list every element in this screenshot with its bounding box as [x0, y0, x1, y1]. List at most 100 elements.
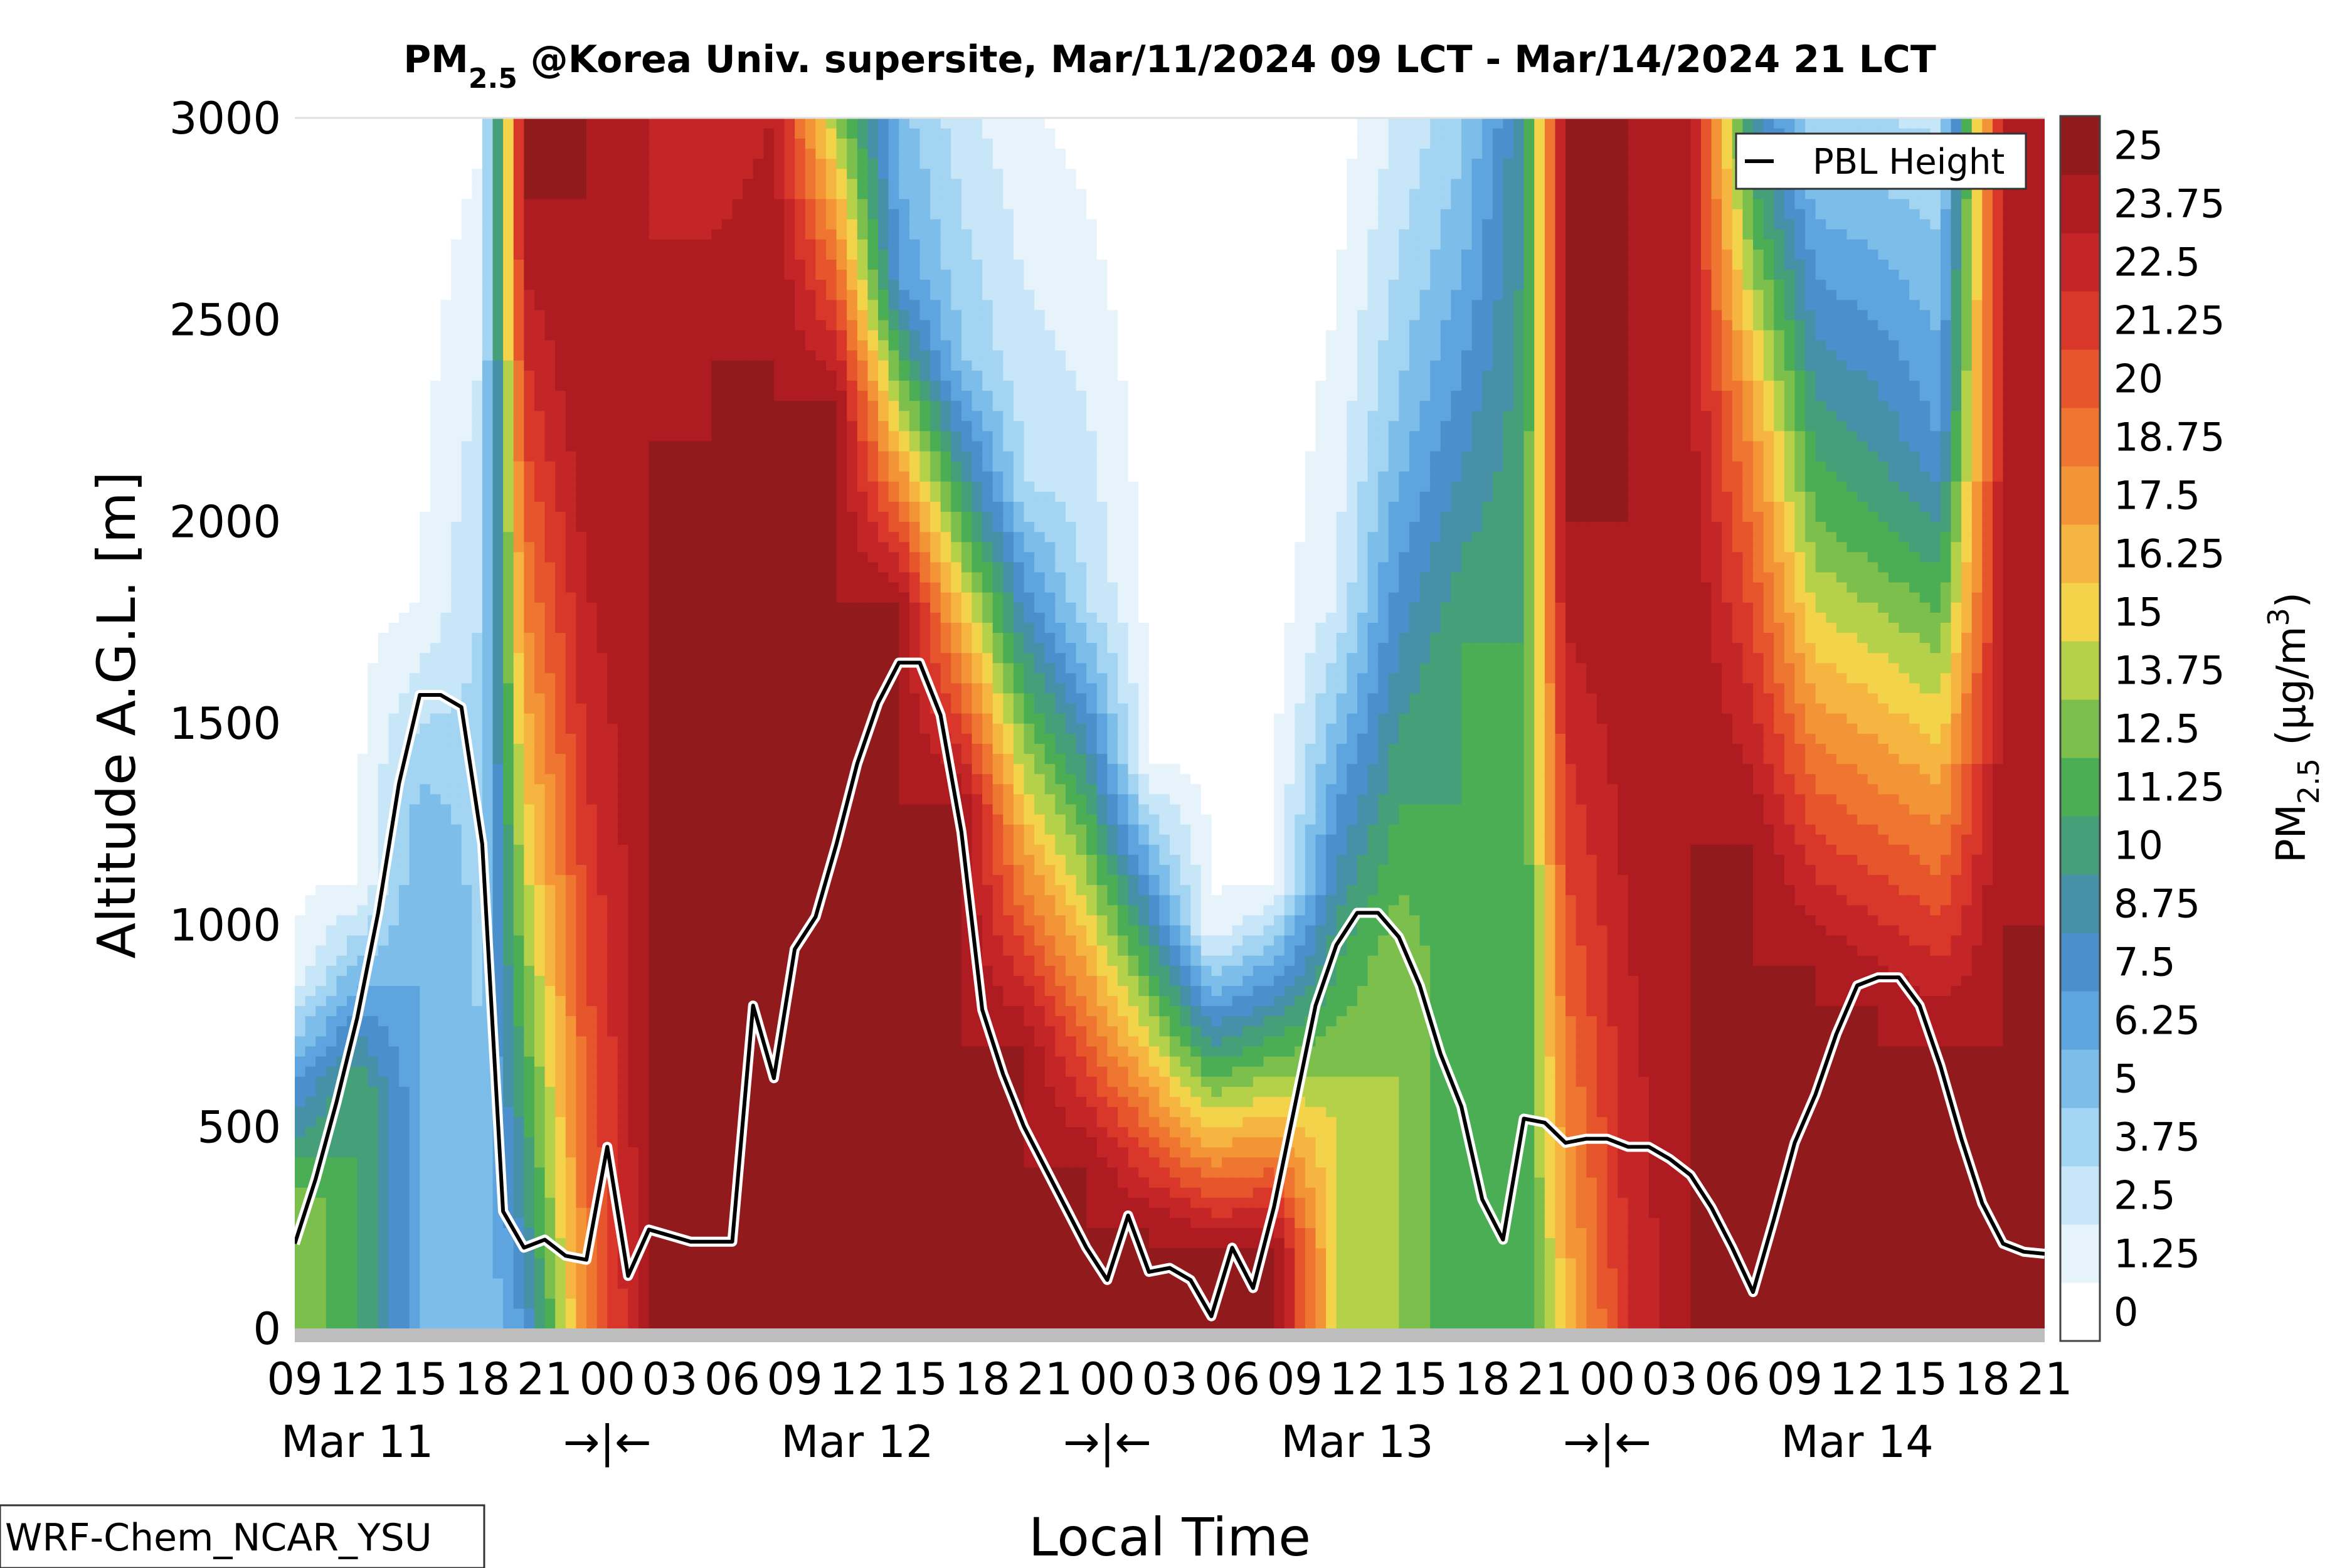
heatmap-cell: [691, 814, 701, 825]
heatmap-cell: [618, 733, 628, 744]
heatmap-cell: [441, 531, 452, 542]
heatmap-cell: [514, 400, 524, 411]
heatmap-cell: [305, 229, 316, 240]
heatmap-cell: [534, 814, 545, 825]
heatmap-cell: [482, 390, 493, 401]
heatmap-cell: [441, 1207, 452, 1218]
heatmap-cell: [586, 441, 597, 452]
heatmap-cell: [493, 935, 504, 946]
heatmap-cell: [336, 743, 347, 754]
heatmap-cell: [410, 864, 420, 875]
heatmap-cell: [336, 894, 347, 905]
heatmap-cell: [462, 1026, 472, 1037]
heatmap-cell: [295, 965, 305, 976]
heatmap-cell: [326, 864, 337, 875]
heatmap-cell: [378, 511, 389, 522]
heatmap-cell: [566, 1177, 576, 1188]
heatmap-cell: [336, 955, 347, 966]
heatmap-cell: [388, 703, 399, 714]
heatmap-cell: [555, 894, 566, 905]
heatmap-cell: [441, 310, 452, 320]
heatmap-cell: [451, 1187, 462, 1198]
heatmap-cell: [326, 894, 337, 905]
heatmap-cell: [586, 995, 597, 1006]
heatmap-cell: [711, 965, 722, 976]
heatmap-cell: [388, 582, 399, 593]
heatmap-cell: [711, 441, 722, 452]
heatmap-cell: [545, 733, 556, 744]
heatmap-cell: [315, 1278, 326, 1289]
heatmap-cell: [555, 602, 566, 613]
heatmap-cell: [451, 340, 462, 351]
heatmap-cell: [524, 1227, 534, 1238]
heatmap-cell: [638, 451, 649, 462]
heatmap-cell: [430, 915, 441, 926]
heatmap-cell: [336, 179, 347, 189]
heatmap-cell: [305, 158, 316, 169]
heatmap-cell: [295, 632, 305, 643]
heatmap-cell: [451, 1157, 462, 1168]
heatmap-cell: [472, 1157, 482, 1168]
heatmap-cell: [701, 1046, 712, 1057]
heatmap-cell: [368, 410, 378, 421]
heatmap-cell: [566, 814, 576, 825]
heatmap-cell: [399, 279, 410, 290]
heatmap-cell: [326, 491, 337, 502]
heatmap-cell: [628, 239, 638, 250]
heatmap-cell: [305, 804, 316, 815]
heatmap-cell: [607, 1308, 618, 1319]
heatmap-cell: [670, 773, 681, 784]
heatmap-cell: [336, 1308, 347, 1319]
heatmap-cell: [451, 743, 462, 754]
heatmap-cell: [472, 239, 482, 250]
heatmap-cell: [430, 148, 441, 159]
heatmap-cell: [670, 1197, 681, 1208]
heatmap-cell: [638, 642, 649, 653]
heatmap-cell: [607, 441, 618, 452]
heatmap-cell: [472, 179, 482, 189]
heatmap-cell: [441, 330, 452, 341]
heatmap-cell: [295, 209, 305, 220]
heatmap-cell: [680, 531, 691, 542]
heatmap-cell: [378, 763, 389, 774]
heatmap-cell: [597, 1278, 608, 1289]
heatmap-cell: [451, 814, 462, 825]
heatmap-cell: [305, 1056, 316, 1067]
heatmap-cell: [566, 481, 576, 492]
heatmap-cell: [555, 874, 566, 885]
heatmap-cell: [711, 158, 722, 169]
heatmap-cell: [524, 995, 534, 1006]
heatmap-cell: [555, 1308, 566, 1319]
heatmap-cell: [670, 1258, 681, 1268]
heatmap-cell: [555, 1318, 566, 1329]
heatmap-cell: [722, 1308, 733, 1319]
heatmap-cell: [545, 894, 556, 905]
heatmap-cell: [514, 854, 524, 865]
heatmap-cell: [691, 824, 701, 835]
heatmap-cell: [555, 1157, 566, 1168]
heatmap-cell: [482, 602, 493, 613]
heatmap-cell: [462, 1005, 472, 1016]
heatmap-cell: [586, 1076, 597, 1087]
heatmap-cell: [670, 128, 681, 139]
heatmap-cell: [315, 925, 326, 936]
heatmap-cell: [378, 814, 389, 825]
heatmap-cell: [680, 1106, 691, 1117]
heatmap-cell: [482, 239, 493, 250]
heatmap-cell: [305, 128, 316, 139]
heatmap-cell: [618, 935, 628, 946]
heatmap-cell: [566, 1187, 576, 1198]
heatmap-cell: [336, 844, 347, 855]
heatmap-cell: [430, 925, 441, 936]
heatmap-cell: [472, 703, 482, 714]
heatmap-cell: [514, 753, 524, 764]
heatmap-cell: [618, 300, 628, 310]
heatmap-cell: [388, 138, 399, 149]
heatmap-cell: [670, 158, 681, 169]
heatmap-cell: [451, 1026, 462, 1037]
heatmap-cell: [597, 340, 608, 351]
heatmap-cell: [514, 1318, 524, 1329]
heatmap-cell: [493, 1278, 504, 1289]
heatmap-cell: [534, 168, 545, 179]
